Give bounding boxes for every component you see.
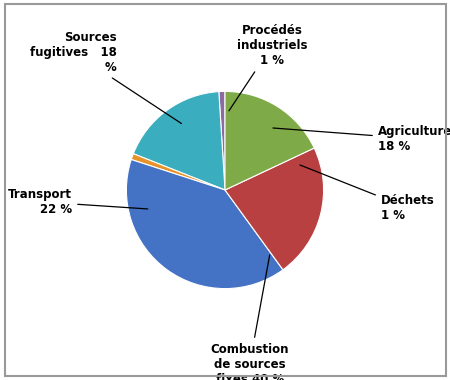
Wedge shape xyxy=(219,92,225,190)
Text: Transport
22 %: Transport 22 % xyxy=(8,188,148,216)
Text: Sources
fugitives   18
%: Sources fugitives 18 % xyxy=(30,31,181,124)
Text: Procédés
industriels
1 %: Procédés industriels 1 % xyxy=(229,24,308,111)
Wedge shape xyxy=(126,160,283,288)
Wedge shape xyxy=(133,92,225,190)
Text: Agriculture
18 %: Agriculture 18 % xyxy=(273,125,450,153)
Wedge shape xyxy=(225,148,324,270)
Wedge shape xyxy=(131,154,225,190)
Wedge shape xyxy=(225,92,314,190)
Text: Déchets
1 %: Déchets 1 % xyxy=(300,165,435,222)
Text: Combustion
de sources
fixes 40 %: Combustion de sources fixes 40 % xyxy=(211,255,289,380)
